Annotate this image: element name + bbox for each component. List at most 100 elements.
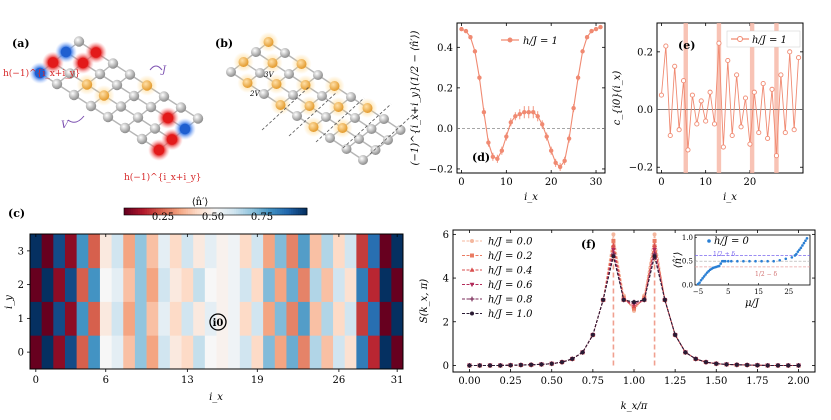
heatmap-cell: [216, 301, 229, 336]
plot-f-point: [642, 297, 647, 302]
plot-d-point: [463, 28, 469, 34]
plot-e-point: [782, 130, 788, 136]
legend-f-marker: [469, 267, 475, 272]
plot-d-point: [508, 120, 514, 125]
heatmap-cell: [309, 301, 322, 336]
plot-f-point: [611, 247, 616, 253]
colorbar-segment: [270, 208, 274, 215]
lattice-a: [29, 36, 204, 161]
colorbar-segment: [206, 208, 210, 215]
heatmap-cell: [158, 234, 171, 269]
heatmap-xtick-label: 0: [33, 375, 39, 386]
heatmap-cell: [321, 335, 334, 370]
heatmap-cell: [53, 335, 66, 370]
heatmap-cell: [76, 267, 89, 302]
heatmap-cell: [99, 267, 112, 302]
plot-e-frame: [656, 22, 804, 174]
gray-site: [325, 133, 335, 143]
label-2v: 2V: [249, 90, 260, 98]
heatmap-cell: [321, 267, 334, 302]
orange-site: [275, 100, 286, 110]
orange-site: [296, 59, 307, 69]
plot-f-point: [632, 300, 636, 305]
inset-point: [723, 259, 727, 263]
colorbar-segment: [176, 208, 180, 215]
plot-f-marks: 0.00 0.25 0.50 0.75 1.00 1.25 1.50 1.75 2.00 0 2 4 6: [443, 230, 815, 387]
colorbar-segment: [192, 208, 196, 215]
gray-site: [313, 70, 323, 80]
plot-e-point: [765, 135, 771, 141]
blue-site: [60, 46, 72, 58]
plot-e-ytick-label: −0.2: [629, 163, 653, 174]
gray-site: [175, 102, 187, 113]
inset-frame: [694, 234, 811, 286]
orange-site: [98, 90, 110, 101]
dashed-diagonal: [315, 97, 365, 143]
plot-e-point: [725, 57, 731, 64]
plot-f-point: [611, 242, 616, 248]
colorbar-segment: [197, 208, 200, 215]
plot-d-point: [513, 114, 518, 119]
gray-site: [192, 113, 204, 124]
plot-e-band: [749, 23, 755, 173]
hop-label: J: [160, 65, 167, 76]
heatmap-cell: [123, 234, 136, 269]
inset-point: [704, 273, 707, 276]
heatmap-cell: [158, 335, 171, 370]
plot-f-point: [724, 362, 729, 367]
orange-site: [242, 78, 253, 88]
plot-e-point: [720, 144, 726, 150]
panel-a-label: (a): [12, 37, 30, 50]
heatmap-cell: [228, 267, 241, 302]
heatmap-ytick-label: 1: [18, 314, 24, 325]
gray-site: [358, 155, 368, 165]
legend-f-text: h/J = 0.8: [488, 295, 532, 306]
heatmap-ticks: 0 6 13 19 26 31 0 1 2 3: [18, 234, 404, 386]
plot-f-point: [611, 238, 616, 243]
plot-e-band: [716, 23, 722, 173]
inset-point: [742, 259, 745, 263]
plot-f-xtick-label: 1.00: [623, 376, 645, 387]
plot-f-xtick-label: 1.50: [705, 376, 727, 387]
legend-d-marker: [507, 37, 513, 43]
plot-d-point: [575, 75, 581, 80]
heatmap-cell: [193, 234, 206, 269]
dashed-diagonal: [261, 85, 311, 131]
plot-e-xtick-label: 10: [699, 177, 712, 188]
inset-xtick-label: 15: [754, 288, 763, 296]
plot-d-point: [531, 109, 536, 115]
label-3v: 3V: [264, 71, 274, 79]
plot-f-point: [570, 356, 575, 361]
plot-d-point: [535, 114, 540, 119]
colorbar-segment: [272, 208, 276, 215]
heatmap-cell: [286, 335, 299, 370]
plot-e-marks: 0 10 20 −0.2 0.0 0.2: [629, 23, 803, 188]
heatmap-cell: [239, 267, 252, 302]
plot-d-point: [562, 158, 567, 164]
plot-f-point: [673, 332, 678, 337]
red-site: [162, 112, 174, 124]
plot-d-frame: [456, 22, 606, 174]
plot-d-point: [522, 109, 527, 115]
orange-site: [337, 123, 348, 133]
orange-site: [329, 81, 340, 91]
heatmap-cell: [344, 267, 357, 302]
heatmap-cell: [134, 267, 147, 302]
panel-c: (c) ⟨n̂′⟩ 0.25 0.50 0.75 0 6 13 19 26 310123 …: [4, 197, 404, 403]
heatmap-cell: [333, 267, 346, 302]
inset-point: [772, 259, 775, 263]
inset-point: [726, 259, 730, 263]
colorbar-segment: [247, 208, 251, 215]
heatmap-cell: [274, 267, 287, 302]
inset-point: [798, 248, 801, 252]
inset-point: [717, 264, 721, 268]
heatmap-xtick-label: 6: [103, 375, 109, 386]
gray-site: [149, 123, 161, 134]
inset-point: [730, 259, 733, 263]
plot-d-point: [584, 34, 590, 40]
heatmap-ytick-label: 2: [18, 280, 24, 291]
heatmap-cell: [111, 267, 124, 302]
inset-hline-upper-label: 1/2 + δ: [713, 251, 735, 258]
plot-e-point: [698, 98, 704, 104]
plot-f-point: [652, 238, 657, 243]
